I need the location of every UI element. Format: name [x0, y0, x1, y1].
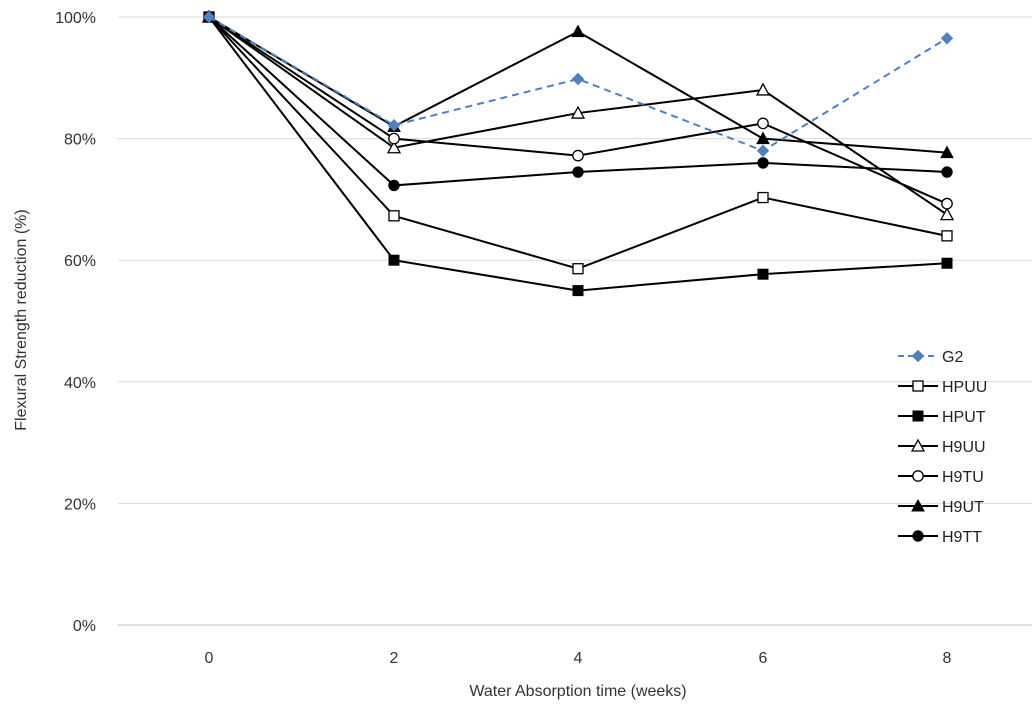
data-point-h9tu-1: [388, 132, 400, 145]
y-axis-title: Flexural Strength reduction (%): [13, 209, 30, 430]
data-point-hput-2: [572, 285, 584, 297]
data-point-g2-4: [940, 32, 954, 45]
data-point-h9ut-2: [571, 24, 585, 38]
series-line-hpuu: [208, 16, 948, 270]
data-point-h9tu-2: [572, 149, 584, 162]
series-lines: [201, 9, 955, 297]
data-point-h9uu-4: [939, 207, 955, 221]
data-point-g2-3: [756, 144, 770, 157]
data-point-h9tu-4: [941, 197, 953, 210]
data-point-hput-4: [941, 257, 953, 269]
legend-marker: [912, 470, 924, 482]
y-tick-label: 0%: [73, 618, 96, 635]
data-point-hpuu-4: [941, 230, 953, 242]
series-line-g2: [208, 16, 948, 152]
data-point-h9ut-3: [756, 131, 770, 145]
x-tick-labels: 0 2 4 6 8: [205, 650, 952, 667]
legend-label: H9TU: [942, 469, 984, 486]
data-point-g2-1: [387, 119, 401, 132]
data-point-h9uu-2: [570, 105, 586, 119]
y-tick-label: 100%: [55, 10, 96, 27]
legend-marker: [912, 380, 924, 392]
legend-label: G2: [942, 349, 963, 366]
legend-label: HPUT: [942, 409, 986, 426]
legend-label: HPUU: [942, 379, 987, 396]
data-point-h9tt-3: [757, 157, 769, 169]
data-point-h9tu-3: [757, 117, 769, 130]
data-point-h9tt-2: [572, 166, 584, 178]
data-point-hput-3: [757, 268, 769, 280]
legend-item-hpuu: HPUU: [898, 379, 987, 396]
y-tick-label: 80%: [64, 132, 96, 149]
series-hpuu: [203, 11, 953, 275]
legend-item-h9tu: H9TU: [898, 469, 984, 486]
x-tick-label: 6: [759, 650, 768, 667]
legend-label: H9TT: [942, 529, 982, 546]
legend-item-h9ut: H9UT: [898, 498, 984, 516]
y-tick-label: 60%: [64, 253, 96, 270]
x-tick-label: 8: [943, 650, 952, 667]
y-tick-label: 40%: [64, 375, 96, 392]
legend: G2 HPUU HPUT H9UU H9TU H9UT H9TT: [898, 349, 987, 546]
x-tick-label: 0: [205, 650, 214, 667]
legend-item-hput: HPUT: [898, 409, 986, 426]
data-point-h9ut-4: [940, 145, 954, 159]
data-point-h9tt-1: [388, 179, 400, 192]
x-tick-label: 4: [574, 650, 583, 667]
series-h9tt: [203, 11, 953, 192]
data-point-g2-2: [571, 72, 585, 86]
data-point-hpuu-3: [757, 191, 769, 204]
y-tick-labels: 0% 20% 40% 60% 80% 100%: [55, 10, 96, 635]
data-point-h9uu-1: [386, 140, 402, 154]
data-point-hpuu-1: [388, 210, 400, 222]
x-tick-label: 2: [390, 650, 399, 667]
data-point-h9tt-4: [941, 166, 953, 178]
series-g2: [202, 10, 954, 157]
legend-label: H9UT: [942, 499, 984, 516]
legend-marker: [912, 410, 924, 422]
data-point-h9uu-3: [755, 82, 771, 96]
legend-item-g2: G2: [898, 349, 963, 366]
legend-marker: [911, 498, 925, 512]
legend-marker: [911, 349, 925, 363]
legend-label: H9UU: [942, 439, 986, 456]
data-point-hpuu-2: [572, 263, 584, 275]
gridlines: [118, 16, 1032, 504]
x-axis-title: Water Absorption time (weeks): [469, 683, 686, 700]
legend-item-h9uu: H9UU: [898, 438, 986, 456]
legend-marker: [912, 530, 924, 542]
data-point-hput-1: [388, 254, 400, 266]
legend-marker: [910, 438, 926, 452]
data-point-g2-0: [202, 10, 216, 24]
y-tick-label: 20%: [64, 496, 96, 513]
legend-item-h9tt: H9TT: [898, 529, 982, 546]
